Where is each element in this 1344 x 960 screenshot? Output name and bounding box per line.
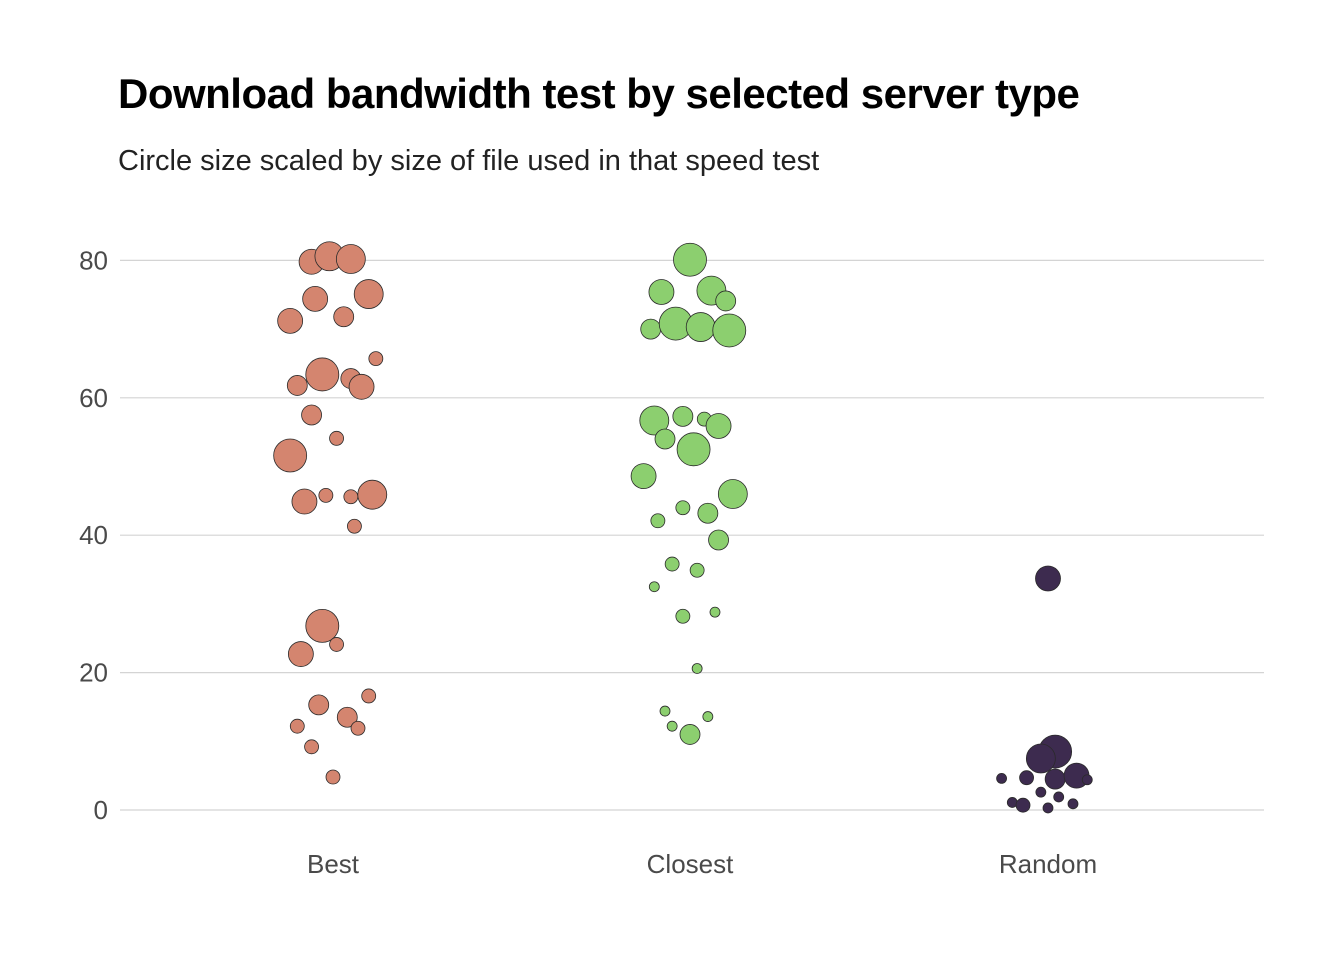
data-point-closest <box>654 428 676 450</box>
y-tick-label: 20 <box>79 658 108 688</box>
data-point-best <box>291 488 318 515</box>
x-tick-label: Random <box>999 849 1097 879</box>
data-point-best <box>308 694 330 716</box>
x-tick-label: Best <box>307 849 360 879</box>
data-point-random <box>1019 770 1034 786</box>
data-point-best <box>305 357 340 392</box>
data-point-closest <box>708 529 729 551</box>
data-point-closest <box>666 720 678 732</box>
data-point-best <box>325 769 341 785</box>
chart-subtitle: Circle size scaled by size of file used … <box>118 145 820 177</box>
data-point-random <box>1044 768 1066 790</box>
x-axis: Best Closest Random <box>307 849 1097 879</box>
data-point-closest <box>691 663 703 674</box>
data-point-closest <box>676 432 711 467</box>
data-point-closest <box>639 405 670 436</box>
data-point-best <box>287 641 314 667</box>
data-point-best <box>347 518 362 534</box>
y-tick-label: 80 <box>79 245 108 275</box>
y-tick-label: 60 <box>79 383 108 413</box>
data-point-closest <box>715 290 737 312</box>
data-point-random <box>1025 743 1056 774</box>
data-point-best <box>302 285 329 312</box>
data-point-random <box>1015 797 1031 813</box>
data-point-random <box>1042 802 1054 814</box>
data-point-best <box>336 706 358 728</box>
data-point-closest <box>717 479 748 509</box>
data-point-best <box>277 307 304 334</box>
y-tick-label: 0 <box>94 795 108 825</box>
data-point-best <box>368 351 384 367</box>
data-point-closest <box>640 318 662 340</box>
data-point-random <box>1035 565 1061 592</box>
data-point-best <box>348 373 375 400</box>
data-point-closest <box>675 500 691 516</box>
data-point-closest <box>709 606 721 618</box>
data-point-best <box>361 688 377 704</box>
data-point-closest <box>705 413 732 439</box>
data-point-best <box>353 279 384 309</box>
data-point-closest <box>650 513 666 529</box>
data-points <box>273 241 1093 814</box>
data-point-closest <box>664 556 680 572</box>
data-point-closest <box>630 463 657 490</box>
chart-title: Download bandwidth test by selected serv… <box>118 70 1080 117</box>
data-point-best <box>329 430 344 446</box>
data-point-best <box>329 637 344 652</box>
data-point-closest <box>689 562 705 578</box>
data-point-best <box>318 487 334 503</box>
data-point-closest <box>675 608 691 624</box>
data-point-closest <box>648 581 660 593</box>
data-point-random <box>996 772 1007 784</box>
data-point-best <box>301 404 322 426</box>
data-point-best <box>305 608 340 643</box>
data-point-random <box>1081 774 1093 786</box>
data-point-best <box>273 438 308 473</box>
data-point-closest <box>648 279 675 305</box>
data-point-best <box>289 718 305 734</box>
data-point-best <box>335 244 366 274</box>
data-point-random <box>1067 798 1079 810</box>
data-point-best <box>333 306 355 328</box>
data-point-random <box>1053 791 1065 803</box>
data-point-random <box>1035 786 1047 798</box>
data-point-best <box>357 479 388 510</box>
data-point-best <box>343 489 359 505</box>
data-point-closest <box>672 405 694 427</box>
data-point-best <box>350 720 366 736</box>
data-point-closest <box>679 724 701 745</box>
y-tick-label: 40 <box>79 520 108 550</box>
data-point-closest <box>702 711 714 722</box>
data-point-best <box>304 739 319 755</box>
x-tick-label: Closest <box>647 849 734 879</box>
y-axis: 0 20 40 60 80 <box>79 245 108 825</box>
data-point-closest <box>673 242 707 277</box>
data-point-best <box>286 375 308 396</box>
data-point-closest <box>659 705 671 717</box>
data-point-closest <box>712 313 747 348</box>
data-point-closest <box>697 502 719 524</box>
data-point-closest <box>685 312 716 342</box>
